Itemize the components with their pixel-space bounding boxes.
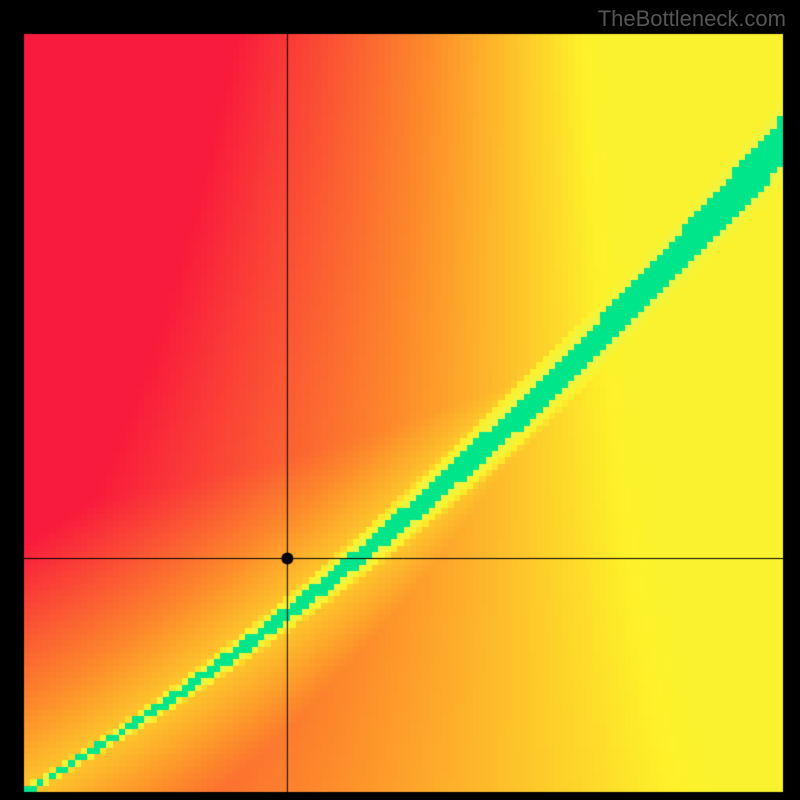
heatmap-canvas (0, 0, 800, 800)
attribution-label: TheBottleneck.com (598, 6, 786, 32)
bottleneck-heatmap-chart: TheBottleneck.com (0, 0, 800, 800)
